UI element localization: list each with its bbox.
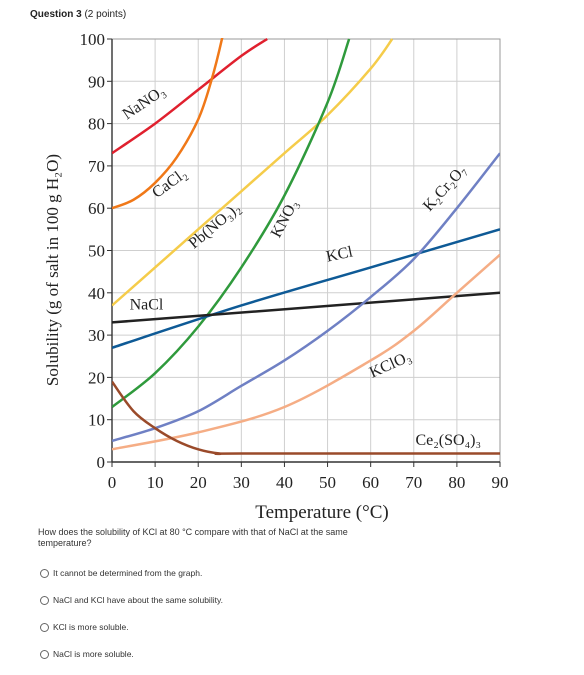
radio-icon[interactable]: [40, 649, 49, 659]
series-line-8: [112, 253, 500, 451]
x-tick-label: 0: [108, 473, 117, 492]
option-label: It cannot be determined from the graph.: [53, 568, 203, 578]
series-line-3: [112, 38, 394, 307]
x-tick-label: 90: [492, 473, 509, 492]
x-tick-label: 60: [362, 473, 379, 492]
question-prompt: How does the solubility of KCl at 80 °C …: [38, 527, 348, 548]
series-label: NaNO₃: [120, 83, 169, 124]
series-label: Pb(NO₃)₂: [186, 200, 244, 253]
y-tick-label: 100: [80, 30, 106, 49]
question-points: (2 points): [84, 9, 127, 20]
series-line-9: [112, 380, 500, 456]
grid: [112, 39, 500, 462]
x-tick-label: 30: [233, 473, 250, 492]
option-label: NaCl and KCl have about the same solubil…: [53, 595, 223, 605]
question-number: Question 3: [30, 9, 82, 20]
y-tick-label: 90: [88, 72, 105, 91]
series-label: Ce₂(SO₄)₃: [415, 432, 481, 449]
series-line-2: [112, 38, 224, 210]
series-line-7: [112, 152, 500, 443]
y-tick-label: 0: [97, 453, 106, 472]
y-tick-label: 80: [88, 115, 105, 134]
radio-icon[interactable]: [40, 595, 49, 605]
series-label: KCl: [325, 243, 355, 265]
series-label: NaCl: [130, 297, 164, 314]
option-kcl-more-soluble[interactable]: KCl is more soluble.: [40, 622, 129, 632]
series-line-4: [112, 38, 351, 408]
x-axis-label: Temperature (°C): [255, 502, 388, 523]
series-label: KClO₃: [367, 348, 414, 381]
tick-labels: 0 10 20 30 40 50 60 70 80 90 0 10 20 30 40 50 60 70 80 90 10…: [80, 30, 509, 492]
y-tick-label: 30: [88, 326, 105, 345]
y-axis-label: Solubility (g of salt in 100 g H₂O): [43, 154, 62, 386]
y-tick-label: 40: [88, 284, 105, 303]
x-tick-label: 10: [147, 473, 164, 492]
y-tick-label: 50: [88, 242, 105, 261]
x-tick-label: 20: [190, 473, 207, 492]
y-tick-label: 10: [88, 411, 105, 430]
x-tick-label: 70: [405, 473, 422, 492]
option-same-solubility[interactable]: NaCl and KCl have about the same solubil…: [40, 595, 223, 605]
option-label: NaCl is more soluble.: [53, 649, 134, 659]
option-cannot-determine[interactable]: It cannot be determined from the graph.: [40, 568, 202, 578]
y-tick-label: 20: [88, 368, 105, 387]
x-tick-label: 80: [448, 473, 465, 492]
question-header: Question 3 (2 points): [30, 9, 126, 20]
radio-icon[interactable]: [40, 568, 49, 578]
option-nacl-more-soluble[interactable]: NaCl is more soluble.: [40, 649, 134, 659]
x-tick-label: 50: [319, 473, 336, 492]
axes: [107, 38, 501, 467]
series-line-1: [112, 38, 268, 155]
y-tick-label: 70: [88, 157, 105, 176]
series-label: K₂Cr₂O₇: [420, 162, 470, 215]
series-line-5: [112, 228, 500, 349]
series-lines: [112, 38, 500, 456]
option-label: KCl is more soluble.: [53, 622, 129, 632]
x-tick-label: 40: [276, 473, 293, 492]
y-tick-label: 60: [88, 199, 105, 218]
radio-icon[interactable]: [40, 622, 49, 632]
series-line-6: [112, 291, 500, 324]
